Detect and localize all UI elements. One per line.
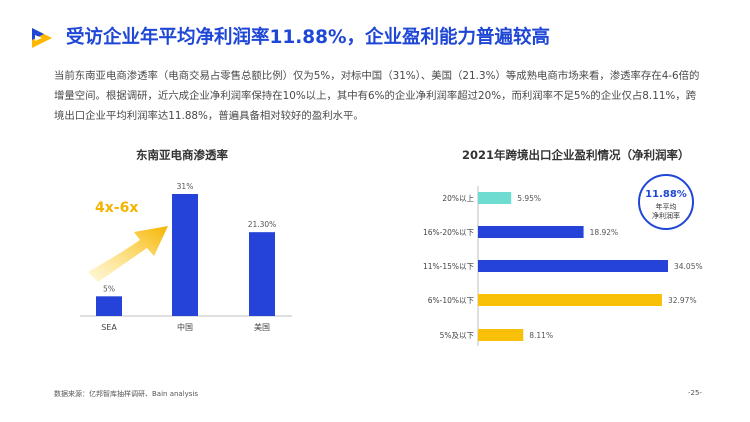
hbar-value-label: 18.92% [590,228,619,237]
hbar-value-label: 32.97% [668,296,697,305]
hbar-4 [478,329,524,341]
growth-arrow-icon [88,226,168,282]
hbar-value-label: 8.11% [529,331,553,340]
bar-value-label: 21.30% [248,220,277,229]
x-tick-label: 美国 [254,322,270,332]
bar-value-label: 31% [177,182,194,191]
x-tick-label: SEA [101,323,117,332]
hbar-3 [478,294,662,306]
average-margin-badge [638,174,694,230]
badge-line2: 净利润率 [652,211,680,220]
y-tick-label: 6%-10%以下 [428,296,475,305]
hbar-value-label: 34.05% [674,262,703,271]
data-source-note: 数据来源：亿邦智库抽样调研、Bain analysis [54,390,199,398]
brand-logo-icon [32,28,52,48]
growth-multiple-label: 4x-6x [95,200,138,216]
hbar-2 [478,260,668,272]
x-tick-label: 中国 [177,322,193,332]
bar-2 [249,232,275,316]
bar-value-label: 5% [103,284,115,293]
left-chart-title: 东南亚电商渗透率 [136,148,228,162]
bar-0 [96,296,122,316]
badge-value: 11.88% [645,189,687,200]
y-tick-label: 5%及以下 [440,331,475,340]
bar-1 [172,194,198,316]
hbar-0 [478,192,512,204]
y-tick-label: 16%-20%以下 [423,228,475,237]
body-paragraph: 当前东南亚电商渗透率（电商交易占零售总额比例）仅为5%，对标中国（31%）、美国… [54,70,700,122]
y-tick-label: 11%-15%以下 [423,262,475,271]
badge-line1: 年平均 [656,202,677,211]
hbar-1 [478,226,584,238]
page-title: 受访企业年平均净利润率11.88%，企业盈利能力普遍较高 [66,27,551,48]
right-chart-title: 2021年跨境出口企业盈利情况（净利润率） [462,148,690,162]
hbar-value-label: 5.95% [517,194,541,203]
y-tick-label: 20%以上 [442,194,474,203]
page-number: -25- [688,389,702,397]
